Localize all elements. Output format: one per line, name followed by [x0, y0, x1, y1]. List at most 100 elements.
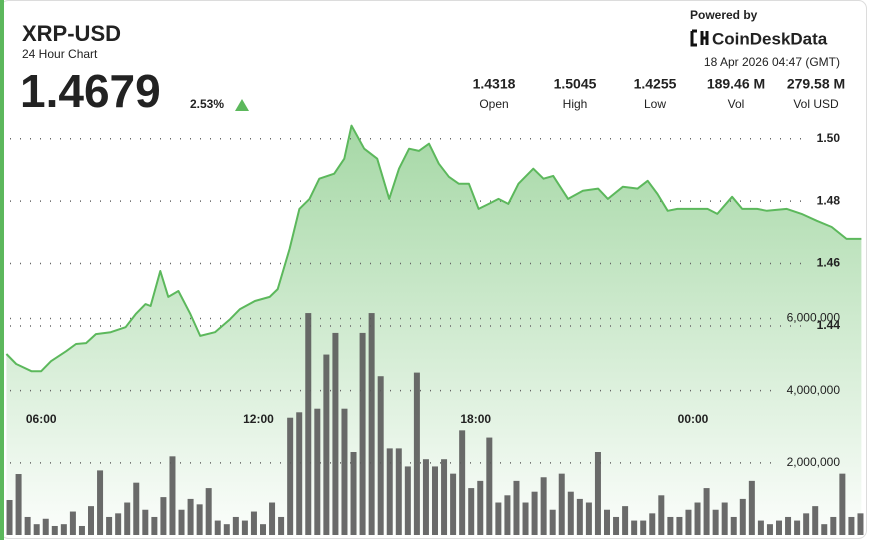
volume-bar [585, 502, 592, 535]
brand: CoinDeskData [712, 29, 828, 48]
volume-bar [721, 502, 728, 535]
stat-label: High [563, 97, 588, 111]
volume-bar [106, 516, 113, 535]
x-tick-label: 00:00 [678, 412, 709, 426]
stat-value: 189.46 M [707, 76, 765, 92]
volume-bar [395, 448, 402, 535]
price: 1.4679 [20, 65, 161, 117]
accent-edge [0, 0, 4, 540]
volume-bar [631, 520, 638, 535]
volume-bar [540, 477, 547, 535]
volume-bar [359, 332, 366, 535]
volume-bar [332, 332, 339, 535]
y-tick-label: 1.46 [817, 256, 841, 270]
volume-bar [785, 516, 792, 535]
volume-bar [278, 516, 285, 535]
volume-bar [649, 513, 656, 535]
volume-bar [513, 480, 520, 535]
volume-bar [848, 516, 855, 535]
volume-bar [441, 459, 448, 535]
volume-bar [151, 516, 158, 535]
volume-bar [124, 502, 131, 535]
volume-bar [821, 524, 828, 535]
x-tick-label: 18:00 [460, 412, 491, 426]
volume-bar [459, 430, 466, 535]
volume-bar [115, 513, 122, 535]
x-tick-label: 06:00 [26, 412, 57, 426]
volume-bar [504, 495, 511, 535]
volume-bar [694, 502, 701, 535]
volume-bar [667, 516, 674, 535]
y-tick-label: 1.50 [817, 131, 841, 145]
volume-bar [341, 408, 348, 535]
volume-bar [658, 495, 665, 535]
volume-bar [60, 524, 67, 535]
volume-bar [703, 488, 710, 535]
volume-bar [78, 525, 85, 535]
volume-bar [33, 524, 40, 535]
volume-bar [232, 516, 239, 535]
volume-bar [250, 511, 257, 535]
volume-bar [622, 506, 629, 535]
volume-bar [522, 502, 529, 535]
volume-bar [685, 509, 692, 535]
stat-label: Vol [728, 97, 745, 111]
y2-tick-label: 2,000,000 [787, 455, 841, 469]
volume-bar [205, 488, 212, 535]
stat-label: Vol USD [793, 97, 839, 111]
volume-bar [766, 524, 773, 535]
volume-bar [214, 520, 221, 535]
volume-bar [296, 412, 303, 535]
volume-bar [495, 502, 502, 535]
area-layer [6, 125, 862, 535]
volume-bar [305, 313, 312, 535]
volume-bar [269, 502, 276, 535]
volume-bar [594, 452, 601, 535]
volume-bar [450, 473, 457, 535]
up-arrow [235, 99, 249, 111]
y-tick-label: 1.48 [817, 193, 841, 207]
volume-bar [739, 498, 746, 535]
volume-bar [323, 354, 330, 535]
volume-bar [558, 473, 565, 535]
volume-bar [6, 499, 13, 535]
volume-bar [486, 437, 493, 535]
volume-bar [260, 524, 266, 535]
area-fill [6, 125, 862, 535]
volume-bar [776, 520, 782, 535]
volume-bar [422, 459, 429, 535]
volume-bar [133, 482, 140, 535]
volume-bar [567, 491, 574, 535]
volume-bar [613, 516, 620, 535]
volume-bar [187, 498, 194, 535]
volume-bar [857, 513, 864, 535]
volume-bar [830, 516, 837, 535]
volume-bar [69, 511, 76, 535]
y2-tick-label: 6,000,000 [787, 311, 841, 325]
x-tick-label: 12:00 [243, 412, 274, 426]
volume-bar [241, 520, 248, 535]
volume-bar [178, 509, 185, 535]
volume-bar [757, 520, 764, 535]
volume-bar [404, 466, 411, 535]
volume-bar [142, 509, 149, 535]
stat-value: 1.5045 [554, 76, 597, 92]
line-layer [5, 124, 862, 373]
stat-label: Open [479, 97, 508, 111]
volume-bar [287, 417, 294, 535]
volume-bar [350, 452, 357, 535]
stat-label: Low [644, 97, 666, 111]
volume-bar [531, 491, 538, 535]
subtitle: 24 Hour Chart [22, 47, 98, 61]
volume-bar [730, 516, 737, 535]
volume-bar [51, 525, 58, 535]
volume-bar [15, 474, 22, 535]
volume-bar [196, 504, 203, 535]
volume-bar [839, 473, 846, 535]
change: 2.53% [190, 97, 224, 111]
stat-value: 1.4255 [634, 76, 677, 92]
stat-value: 279.58 M [787, 76, 845, 92]
volume-bar [676, 516, 683, 535]
